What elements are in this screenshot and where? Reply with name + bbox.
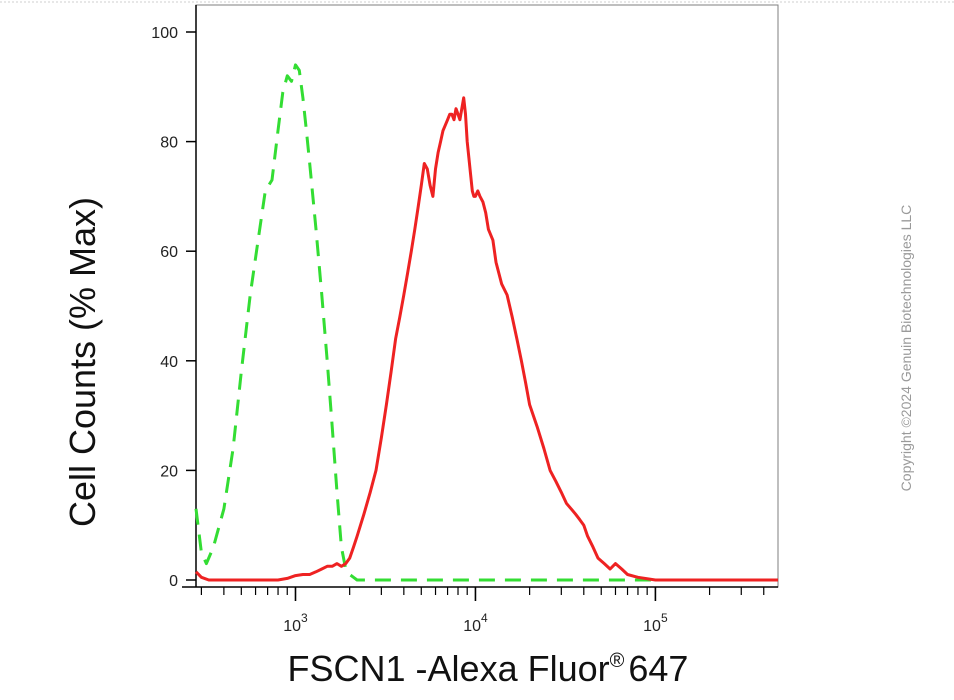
x-axis-ticks: 103 104 105 bbox=[200, 587, 765, 635]
x-tick-label-exponent: 5 bbox=[661, 611, 668, 625]
x-tick-label-base: 10 bbox=[283, 618, 301, 635]
red-solid-series-line bbox=[194, 96, 778, 582]
y-axis-ticks: 0 20 40 60 80 100 bbox=[151, 25, 196, 590]
x-axis-title-suffix: 647 bbox=[628, 648, 688, 689]
y-tick-label: 0 bbox=[169, 573, 178, 590]
copyright-watermark: Copyright ©2024 Genuin Biotechnologies L… bbox=[898, 205, 914, 492]
x-tick-label-exponent: 3 bbox=[301, 611, 308, 625]
y-tick-label: 60 bbox=[160, 244, 178, 261]
y-axis-title: Cell Counts (% Max) bbox=[62, 197, 103, 527]
y-tick-label: 80 bbox=[160, 135, 178, 152]
x-tick-label-base: 10 bbox=[463, 618, 481, 635]
y-tick-label: 100 bbox=[151, 25, 178, 42]
y-tick-label: 20 bbox=[160, 463, 178, 480]
x-tick-label-exponent: 4 bbox=[481, 611, 488, 625]
x-axis-title-main: FSCN1 -Alexa Fluor bbox=[288, 648, 610, 689]
y-tick-label: 40 bbox=[160, 354, 178, 371]
x-tick-label: 104 bbox=[463, 611, 488, 635]
x-tick-label: 103 bbox=[283, 611, 308, 635]
x-tick-label: 105 bbox=[643, 611, 668, 635]
green-dashed-series-line bbox=[194, 63, 778, 582]
x-tick-label-base: 10 bbox=[643, 618, 661, 635]
x-axis-title-superscript: ® bbox=[610, 650, 625, 672]
x-axis-title: FSCN1 -Alexa Fluor® 647 bbox=[288, 648, 689, 689]
series-layer bbox=[194, 63, 778, 582]
